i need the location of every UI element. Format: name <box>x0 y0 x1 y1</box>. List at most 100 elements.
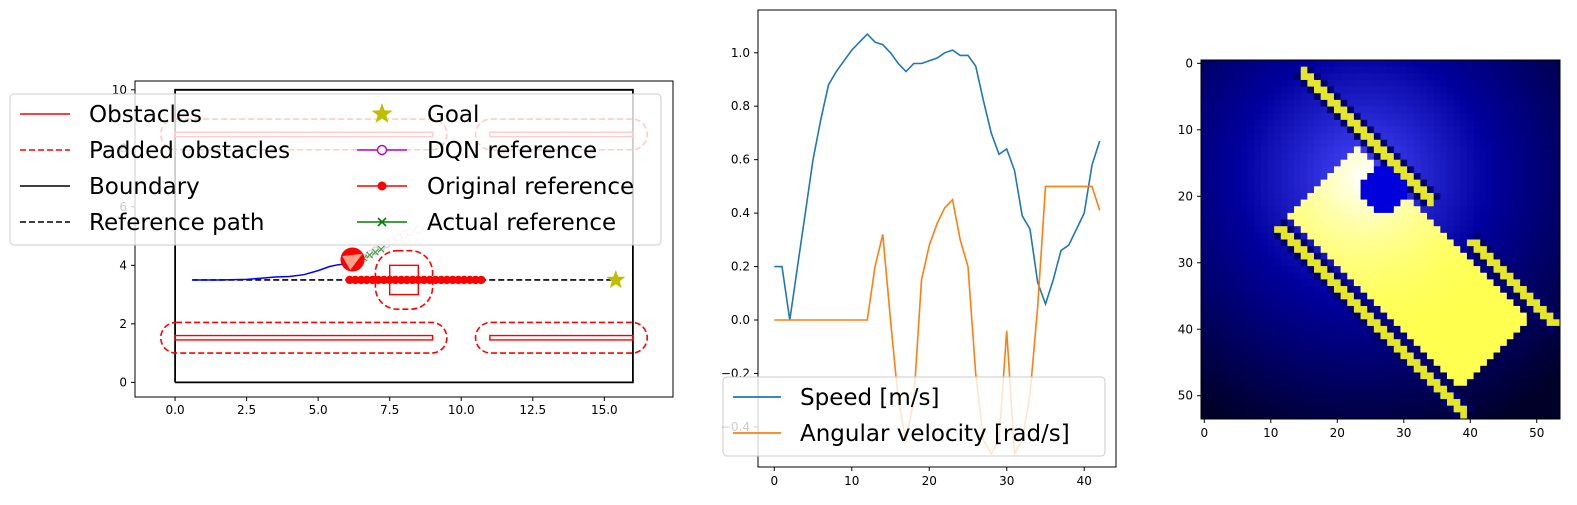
heatmap-cell <box>1260 219 1268 227</box>
heatmap-cell <box>1260 352 1268 360</box>
heatmap-cell <box>1453 186 1461 194</box>
heatmap-cell <box>1480 66 1488 74</box>
heatmap-cell <box>1466 239 1474 247</box>
heatmap-cell <box>1520 266 1528 274</box>
heatmap-cell <box>1400 299 1408 307</box>
heatmap-cell <box>1234 179 1242 187</box>
heatmap-cell <box>1380 133 1388 141</box>
heatmap-cell <box>1294 106 1302 114</box>
heatmap-cell <box>1466 93 1474 101</box>
heatmap-cell <box>1433 325 1441 333</box>
heatmap-cell <box>1493 239 1501 247</box>
y-tick-label: 0 <box>119 375 127 389</box>
heatmap-cell <box>1533 325 1541 333</box>
heatmap-cell <box>1533 412 1541 420</box>
heatmap-cell <box>1227 146 1235 154</box>
heatmap-cell <box>1533 379 1541 387</box>
heatmap-cell <box>1267 186 1275 194</box>
heatmap-cell <box>1367 259 1375 267</box>
heatmap-cell <box>1387 166 1395 174</box>
heatmap-cell <box>1526 372 1534 380</box>
heatmap-cell <box>1446 359 1455 367</box>
heatmap-cell <box>1407 399 1415 407</box>
heatmap-cell <box>1373 212 1381 220</box>
heatmap-cell <box>1433 173 1441 181</box>
heatmap-cell <box>1493 305 1501 314</box>
heatmap-cell <box>1327 173 1335 181</box>
heatmap-cell <box>1247 126 1255 134</box>
heatmap-cell <box>1307 146 1315 154</box>
heatmap-cell <box>1480 186 1488 194</box>
heatmap-cell <box>1353 339 1361 347</box>
heatmap-cell <box>1240 60 1248 68</box>
heatmap-cell <box>1294 385 1302 393</box>
heatmap-cell <box>1220 79 1228 87</box>
heatmap-cell <box>1526 239 1534 247</box>
heatmap-cell <box>1453 325 1461 333</box>
heatmap-cell <box>1360 252 1368 260</box>
heatmap-cell <box>1533 312 1541 320</box>
heatmap-cell <box>1207 325 1215 333</box>
heatmap-cell <box>1373 86 1381 94</box>
heatmap-cell <box>1466 399 1474 407</box>
heatmap-cell <box>1373 292 1381 300</box>
heatmap-cell <box>1347 359 1355 367</box>
heatmap-cell <box>1387 226 1395 234</box>
heatmap-cell <box>1360 206 1368 214</box>
heatmap-cell <box>1486 286 1494 294</box>
heatmap-cell <box>1380 299 1388 307</box>
heatmap-cell <box>1327 99 1335 107</box>
heatmap-cell <box>1367 305 1375 314</box>
heatmap-cell <box>1500 272 1508 280</box>
heatmap-cell <box>1201 206 1209 214</box>
heatmap-cell <box>1360 192 1368 201</box>
heatmap-cell <box>1393 372 1401 380</box>
heatmap-cell <box>1526 93 1534 101</box>
heatmap-cell <box>1486 226 1494 234</box>
heatmap-cell <box>1240 272 1248 280</box>
heatmap-cell <box>1546 226 1554 234</box>
heatmap-cell <box>1513 199 1521 207</box>
heatmap-cell <box>1513 66 1521 74</box>
heatmap-cell <box>1533 212 1541 220</box>
heatmap-cell <box>1207 405 1215 413</box>
heatmap-cell <box>1201 159 1209 167</box>
x-tick-label: 15.0 <box>591 403 618 417</box>
heatmap-cell <box>1493 199 1501 207</box>
x-tick-label: 10 <box>1263 426 1278 440</box>
heatmap-cell <box>1446 153 1455 161</box>
heatmap-cell <box>1500 339 1508 347</box>
heatmap-cell <box>1506 259 1514 267</box>
heatmap-cell <box>1500 139 1508 147</box>
heatmap-cell <box>1234 305 1242 314</box>
heatmap-cell <box>1220 206 1228 214</box>
heatmap-cell <box>1367 339 1375 347</box>
heatmap-cell <box>1400 106 1408 114</box>
heatmap-cell <box>1486 305 1494 314</box>
heatmap-cell <box>1387 339 1395 347</box>
heatmap-cell <box>1387 412 1395 420</box>
heatmap-cell <box>1400 385 1408 393</box>
heatmap-cell <box>1333 305 1342 314</box>
heatmap-cell <box>1267 192 1275 201</box>
heatmap-cell <box>1333 126 1342 134</box>
heatmap-cell <box>1480 385 1488 393</box>
heatmap-cell <box>1254 312 1262 320</box>
heatmap-cell <box>1420 133 1428 141</box>
heatmap-cell <box>1520 60 1528 68</box>
heatmap-cell <box>1340 286 1348 294</box>
heatmap-cell <box>1307 126 1315 134</box>
heatmap-cell <box>1234 219 1242 227</box>
heatmap-cell <box>1227 266 1235 274</box>
heatmap-cell <box>1234 325 1242 333</box>
heatmap-cell <box>1520 153 1528 161</box>
heatmap-cell <box>1340 113 1348 121</box>
heatmap-cell <box>1201 392 1209 400</box>
heatmap-cell <box>1460 339 1468 347</box>
heatmap-cell <box>1267 73 1275 81</box>
legend-label: Speed [m/s] <box>800 385 940 411</box>
heatmap-cell <box>1254 392 1262 400</box>
heatmap-cell <box>1427 93 1435 101</box>
heatmap-cell <box>1400 332 1408 340</box>
heatmap-cell <box>1373 325 1381 333</box>
